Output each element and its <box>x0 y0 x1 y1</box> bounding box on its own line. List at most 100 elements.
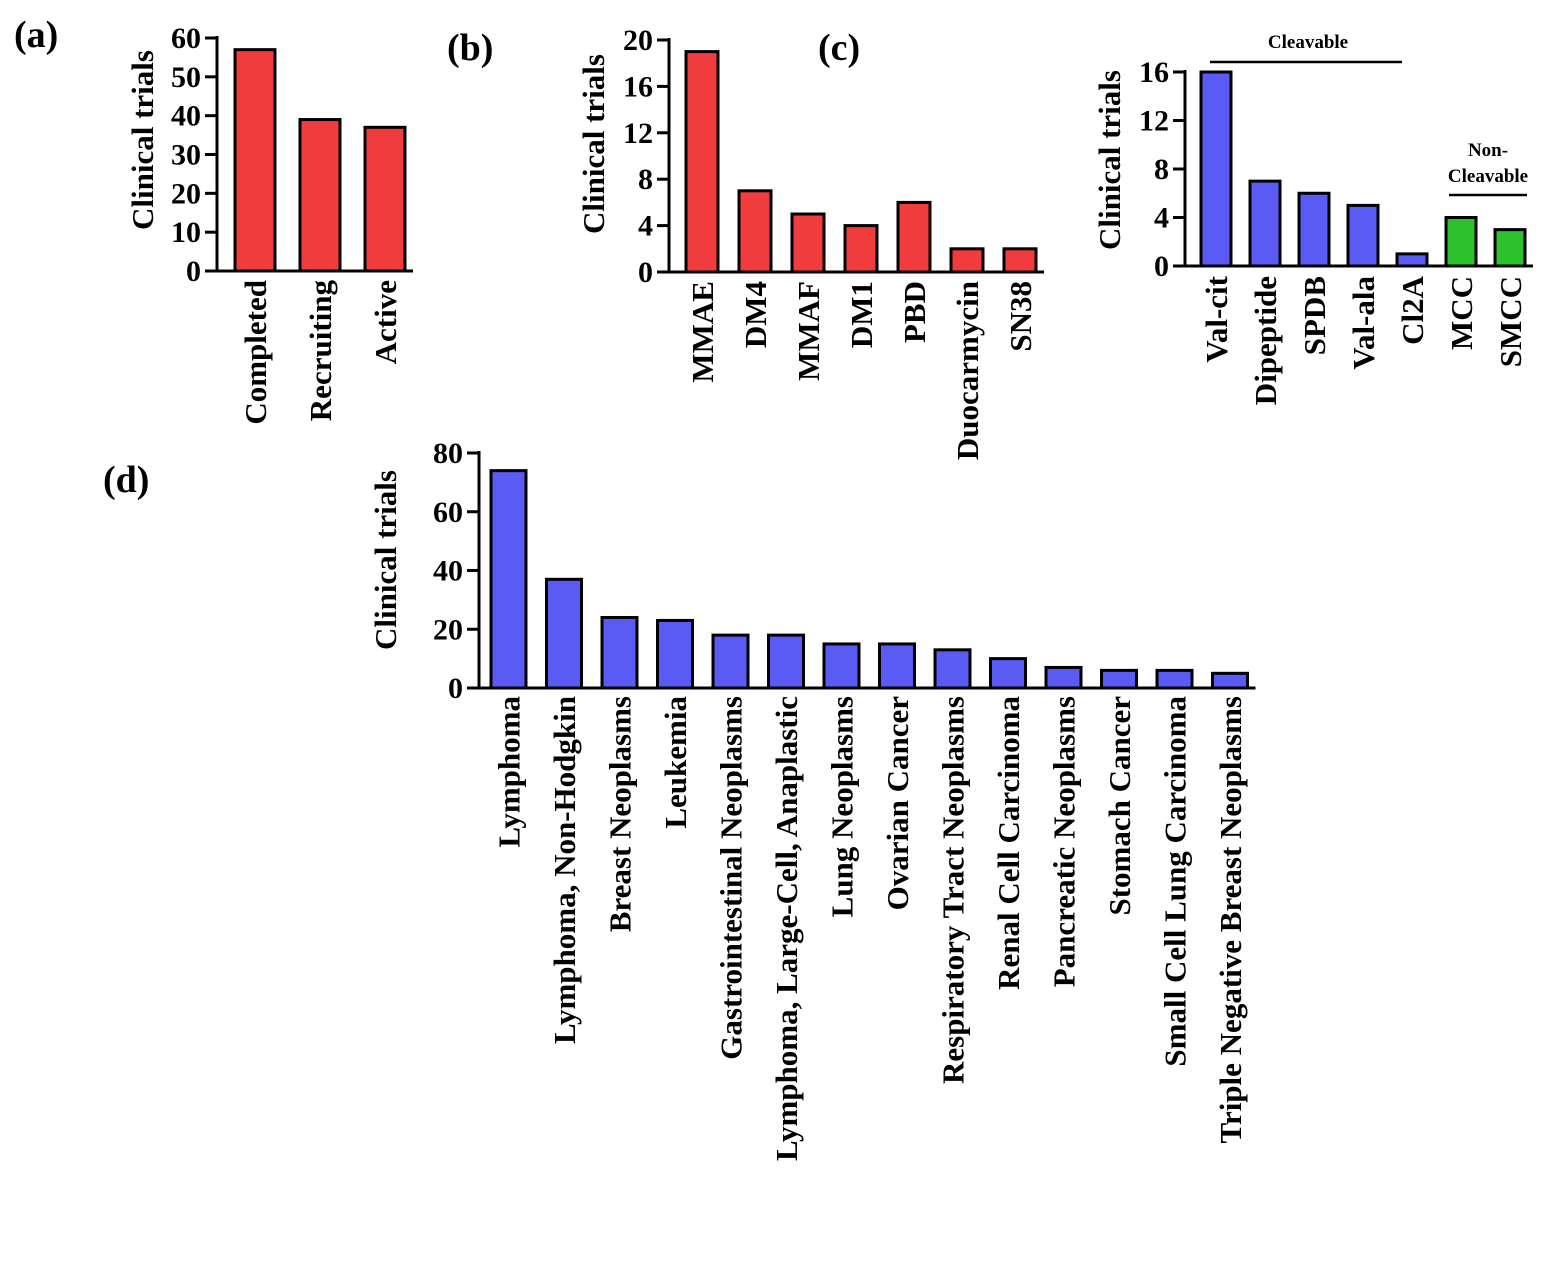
y-tick-label: 40 <box>171 100 201 133</box>
x-tick-label: Active <box>368 280 403 364</box>
bar-d-3 <box>600 616 639 690</box>
bar-a-3 <box>363 125 407 273</box>
bar-d-12 <box>1100 668 1138 690</box>
x-tick-label: Duocarmycin <box>950 281 985 460</box>
bar-c-2 <box>1248 179 1282 268</box>
y-tick-label: 40 <box>433 555 463 588</box>
y-tick-label: 20 <box>433 613 463 646</box>
x-tick-label: Completed <box>238 280 273 425</box>
x-tick-label: Renal Cell Carcinoma <box>991 696 1026 990</box>
y-axis-label: Clinical trials <box>368 470 403 650</box>
y-tick-label: 12 <box>1139 105 1169 138</box>
panel-label: (d) <box>103 459 149 501</box>
bar-c-6 <box>1444 216 1478 268</box>
y-axis-label: Clinical trials <box>576 54 611 234</box>
bar-d-7 <box>822 642 861 690</box>
x-tick-label: Leukemia <box>658 696 693 829</box>
chart-d: (d) Clinical trials 0 20 40 60 80 Lymphoma Lymph… <box>103 437 1256 1161</box>
y-tick-label: 16 <box>1139 56 1169 89</box>
bar-a-2 <box>298 118 342 273</box>
bar-d-14 <box>1211 671 1249 690</box>
x-tick-label: Breast Neoplasms <box>603 696 638 932</box>
bar-d-9 <box>933 648 972 690</box>
y-tick-label: 8 <box>638 163 653 196</box>
chart-c: (c) Clinical trials 0 4 8 12 16 Val-cit Dipeptid… <box>818 27 1533 405</box>
y-tick-label: 30 <box>171 139 201 172</box>
bar-d-2 <box>545 577 583 690</box>
y-tick-label: 16 <box>623 70 653 103</box>
y-tick-label: 60 <box>171 22 201 55</box>
bar-d-10 <box>989 657 1027 690</box>
y-tick-label: 50 <box>171 61 201 94</box>
x-tick-label: Lymphoma <box>492 696 527 848</box>
bar-d-4 <box>656 618 694 690</box>
bar-d-5 <box>711 633 750 690</box>
y-axis-label: Clinical trials <box>125 50 160 230</box>
bar-d-6 <box>767 633 805 690</box>
bar-d-8 <box>878 642 916 690</box>
y-tick-label: 80 <box>433 437 463 470</box>
x-tick-label: DM4 <box>738 281 773 348</box>
y-axis-label: Clinical trials <box>1092 70 1127 250</box>
y-tick-label: 20 <box>171 177 201 210</box>
x-tick-label: Respiratory Tract Neoplasms <box>936 696 971 1084</box>
y-tick-label: 0 <box>448 672 463 705</box>
y-tick-label: 4 <box>638 210 653 243</box>
bar-c-5 <box>1395 252 1429 268</box>
bar-d-13 <box>1155 668 1194 690</box>
y-tick-label: 12 <box>623 117 653 150</box>
bar-b-6 <box>949 247 985 274</box>
x-tick-label: SMCC <box>1493 276 1528 367</box>
panel-label: (c) <box>818 27 860 69</box>
panel-label: (b) <box>447 27 493 69</box>
group-label: Cleavable <box>1268 32 1348 53</box>
y-tick-label: 60 <box>433 496 463 529</box>
x-tick-label: Val-ala <box>1346 276 1381 370</box>
x-tick-label: MMAE <box>685 281 720 383</box>
x-tick-label: DM1 <box>844 281 879 348</box>
group-label: Cleavable <box>1448 166 1528 187</box>
chart-a: (a) Clinical trials 0 10 20 30 40 50 60 Completed… <box>14 14 413 425</box>
x-tick-label: SN38 <box>1003 281 1038 352</box>
bar-c-4 <box>1346 203 1380 268</box>
y-tick-label: 8 <box>1154 153 1169 186</box>
y-tick-label: 20 <box>623 24 653 57</box>
bar-c-7 <box>1493 228 1527 268</box>
group-label: Non- <box>1468 140 1508 161</box>
x-tick-label: MCC <box>1444 276 1479 350</box>
x-tick-label: MMAF <box>791 281 826 381</box>
bar-b-1 <box>684 50 720 274</box>
x-tick-label: Recruiting <box>303 280 338 422</box>
chart-b: (b) Clinical trials 0 4 8 12 16 20 MMAE DM4 MMAF DM… <box>447 24 1044 460</box>
x-tick-label: Lung Neoplasms <box>825 696 860 917</box>
y-tick-label: 0 <box>638 256 653 289</box>
x-tick-label: Lymphoma, Large-Cell, Anaplastic <box>769 696 804 1161</box>
y-tick-label: 10 <box>171 216 201 249</box>
x-tick-label: Cl2A <box>1395 275 1430 345</box>
x-tick-label: PBD <box>897 281 932 343</box>
panel-label: (a) <box>14 14 58 56</box>
bar-c-3 <box>1297 191 1331 268</box>
bar-b-2 <box>737 189 773 274</box>
x-tick-label: Gastrointestinal Neoplasms <box>714 696 749 1060</box>
x-tick-label: Dipeptide <box>1248 276 1283 405</box>
x-tick-label: Val-cit <box>1199 275 1234 362</box>
bar-b-4 <box>843 224 879 274</box>
bar-d-11 <box>1044 665 1083 690</box>
x-tick-label: Pancreatic Neoplasms <box>1047 696 1082 987</box>
x-tick-label: Stomach Cancer <box>1102 696 1137 916</box>
bar-c-1 <box>1199 70 1233 268</box>
bar-b-3 <box>790 212 826 274</box>
bar-b-7 <box>1002 247 1038 274</box>
x-tick-label: Triple Negative Breast Neoplasms <box>1213 696 1248 1143</box>
y-tick-label: 4 <box>1154 202 1169 235</box>
x-tick-label: Small Cell Lung Carcinoma <box>1158 696 1193 1067</box>
x-tick-label: Ovarian Cancer <box>880 696 915 911</box>
y-tick-label: 0 <box>1154 250 1169 283</box>
bar-d-1 <box>489 469 528 690</box>
y-tick-label: 0 <box>186 255 201 288</box>
bar-a-1 <box>233 48 277 273</box>
x-tick-label: Lymphoma, Non-Hodgkin <box>547 696 582 1044</box>
bar-b-5 <box>896 200 932 274</box>
